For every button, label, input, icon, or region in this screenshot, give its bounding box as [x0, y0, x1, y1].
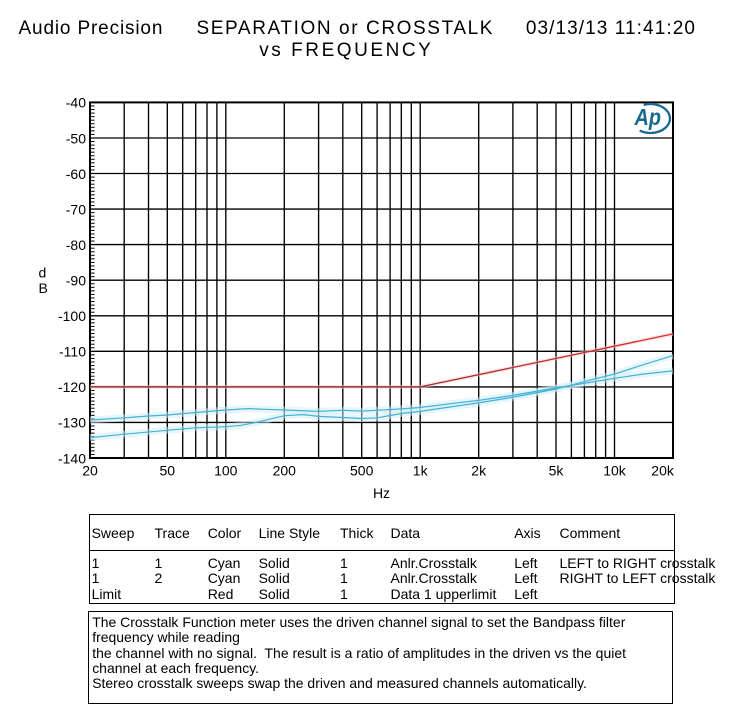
svg-text:-40: -40	[66, 95, 86, 111]
svg-text:20k: 20k	[651, 463, 675, 479]
svg-text:10k: 10k	[603, 463, 627, 479]
svg-text:2k: 2k	[471, 463, 487, 479]
svg-text:100: 100	[214, 463, 238, 479]
svg-text:50: 50	[160, 463, 176, 479]
svg-text:-110: -110	[59, 344, 86, 360]
svg-text:d: d	[39, 265, 47, 281]
svg-text:Hz: Hz	[373, 485, 390, 501]
svg-text:200: 200	[273, 463, 297, 479]
svg-text:-60: -60	[66, 166, 86, 182]
svg-text:B: B	[39, 280, 48, 296]
svg-text:20: 20	[82, 463, 98, 479]
svg-text:-70: -70	[66, 201, 86, 217]
svg-text:-130: -130	[58, 415, 86, 431]
svg-text:-50: -50	[66, 130, 86, 146]
svg-text:-100: -100	[58, 308, 86, 324]
svg-text:500: 500	[350, 463, 374, 479]
svg-text:Ap: Ap	[634, 104, 661, 130]
svg-text:-140: -140	[58, 450, 86, 466]
svg-text:-90: -90	[66, 273, 86, 289]
svg-text:-120: -120	[58, 379, 86, 395]
svg-text:-80: -80	[66, 237, 86, 253]
svg-text:1k: 1k	[413, 463, 429, 479]
svg-text:5k: 5k	[549, 463, 565, 479]
